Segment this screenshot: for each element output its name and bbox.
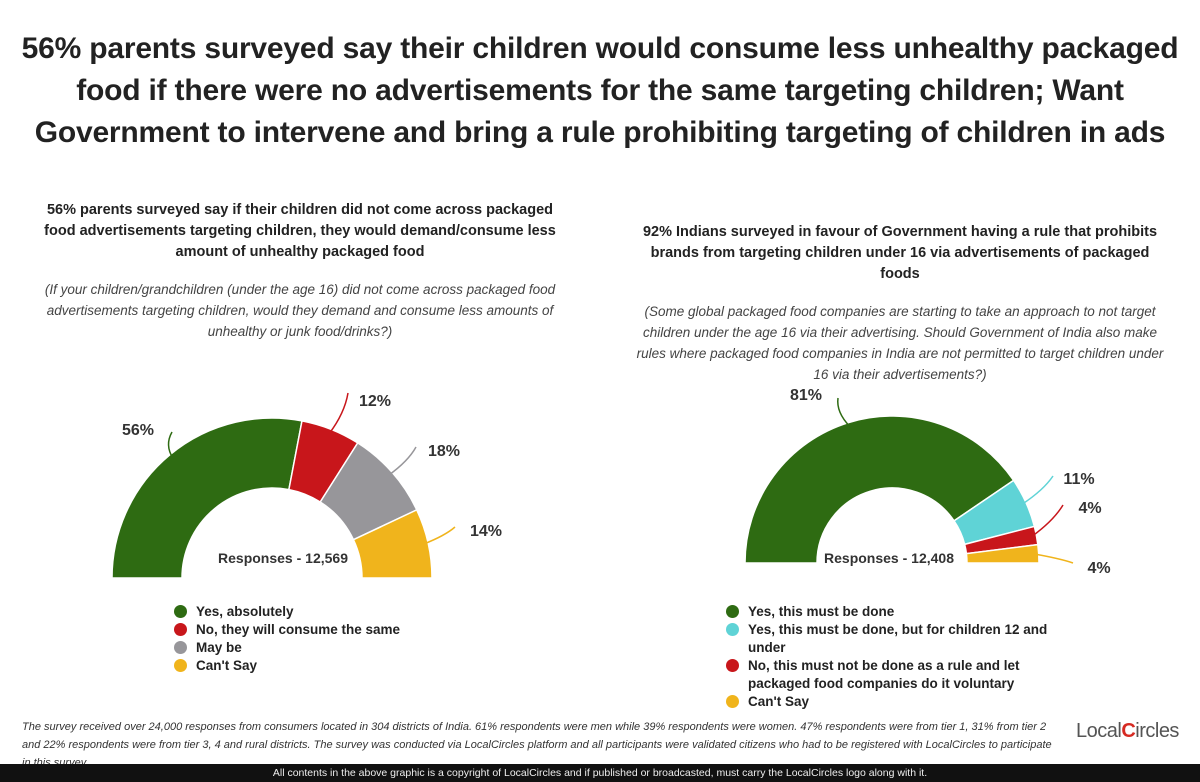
legend-item: Can't Say	[174, 657, 400, 675]
page-title: 56% parents surveyed say their children …	[21, 32, 1179, 149]
survey-footnote: The survey received over 24,000 response…	[22, 721, 1052, 769]
legend-item: Yes, this must be done	[726, 603, 1058, 621]
chart1-data-label-3: 18%	[428, 443, 460, 460]
right-chart-header: 92% Indians surveyed in favour of Govern…	[620, 200, 1180, 385]
chart2-leader-line-4	[1034, 553, 1074, 564]
chart2-data-label-2: 11%	[1063, 471, 1094, 488]
chart2-slice-a	[744, 415, 1015, 564]
right-chart-question: (Some global packaged food companies are…	[636, 304, 1164, 382]
legend-item: Can't Say	[726, 693, 1058, 711]
left-chart-legend: Yes, absolutely No, they will consume the…	[174, 603, 400, 675]
legend-color-dot	[174, 659, 187, 672]
logo-text-ircles: ircles	[1135, 720, 1179, 742]
chart1-leader-line-3	[387, 446, 417, 476]
legend-label: Yes, absolutely	[196, 604, 294, 619]
legend-item: No, this must not be done as a rule and …	[726, 657, 1058, 693]
left-chart-question: (If your children/grandchildren (under t…	[44, 282, 556, 339]
legend-item: May be	[174, 639, 400, 657]
legend-color-dot	[726, 659, 739, 672]
right-chart-legend: Yes, this must be done Yes, this must be …	[726, 603, 1058, 711]
chart2-data-label-4: 4%	[1087, 560, 1110, 577]
legend-label: May be	[196, 640, 242, 655]
chart2-slice-d	[965, 543, 1040, 564]
chart1-data-label-1: 56%	[122, 422, 154, 439]
legend-color-dot	[174, 641, 187, 654]
chart1-data-label-2: 12%	[359, 393, 391, 410]
legend-item: Yes, this must be done, but for children…	[726, 621, 1058, 657]
chart1-responses-label: Responses - 12,569	[218, 550, 348, 566]
chart2-data-label-1: 81%	[790, 387, 822, 404]
donut-chart-2: 81% 11% 4% 4% Responses - 12,408	[744, 387, 1111, 577]
localcircles-logo: LocalCircles	[1076, 720, 1179, 743]
logo-text-local: Local	[1076, 720, 1122, 742]
legend-item: Yes, absolutely	[174, 603, 400, 621]
chart2-leader-line-3	[1031, 504, 1064, 537]
legend-label: Can't Say	[196, 658, 257, 673]
legend-label: Can't Say	[748, 694, 809, 709]
legend-item: No, they will consume the same	[174, 621, 400, 639]
chart1-data-label-4: 14%	[470, 523, 502, 540]
legend-label: No, they will consume the same	[196, 622, 401, 637]
legend-label: Yes, this must be done, but for children…	[748, 622, 1048, 655]
chart2-responses-label: Responses - 12,408	[824, 550, 954, 566]
legend-color-dot	[726, 605, 739, 618]
chart2-leader-line-2	[1021, 475, 1054, 505]
logo-text-c: C	[1121, 720, 1136, 742]
chart1-slice-a	[111, 417, 303, 579]
left-chart-title: 56% parents surveyed say if their childr…	[44, 202, 556, 260]
chart1-leader-line-1	[167, 431, 174, 459]
chart2-data-label-3: 4%	[1078, 500, 1101, 517]
legend-color-dot	[726, 623, 739, 636]
legend-label: No, this must not be done as a rule and …	[748, 658, 1020, 691]
chart1-slice-d	[352, 508, 433, 579]
copyright-bar: All contents in the above graphic is a c…	[0, 764, 1200, 782]
left-chart-header: 56% parents surveyed say if their childr…	[20, 200, 580, 342]
legend-color-dot	[174, 605, 187, 618]
legend-label: Yes, this must be done	[748, 604, 895, 619]
chart2-leader-line-1	[837, 397, 851, 428]
right-chart-title: 92% Indians surveyed in favour of Govern…	[642, 224, 1158, 282]
legend-color-dot	[726, 695, 739, 708]
donut-chart-1: 56% 12% 18% 14% Responses - 12,569	[111, 392, 502, 579]
legend-color-dot	[174, 623, 187, 636]
chart1-leader-line-4	[423, 526, 456, 545]
chart1-leader-line-2	[328, 392, 349, 435]
